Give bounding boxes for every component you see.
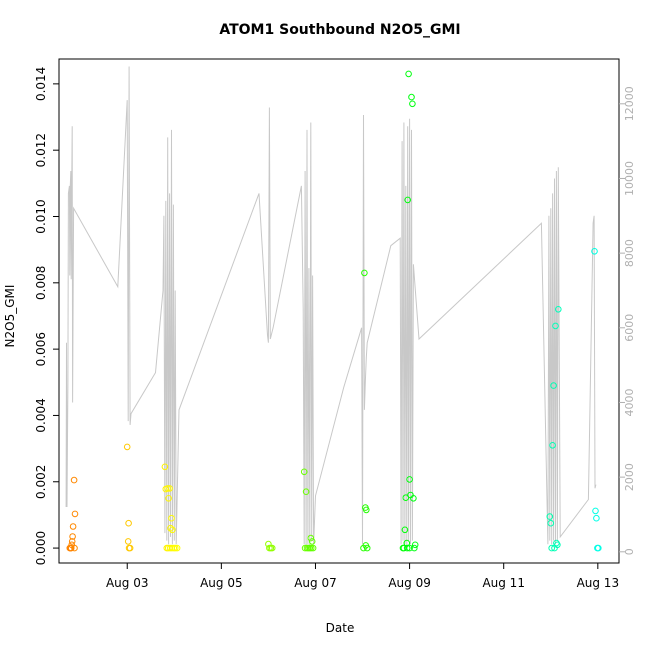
data-point: [124, 538, 132, 545]
data-point: [401, 526, 409, 534]
data-point: [123, 443, 131, 451]
data-point: [126, 544, 134, 552]
x-tick-label: Aug 09: [388, 576, 431, 590]
data-point: [411, 541, 419, 549]
data-point: [402, 494, 410, 502]
data-point: [68, 538, 76, 545]
data-point: [595, 544, 602, 552]
y2-tick-label: 10000: [623, 161, 636, 196]
y2-tick-label: 4000: [623, 388, 636, 416]
n2o5-points-layer: [66, 70, 602, 552]
y-tick-label: 0.000: [34, 531, 48, 565]
data-point: [309, 544, 317, 552]
data-point: [592, 507, 599, 515]
data-point: [165, 495, 172, 502]
data-point: [167, 524, 174, 532]
x-axis-label: Date: [326, 621, 355, 635]
data-point: [403, 539, 411, 547]
y-tick-label: 0.014: [34, 67, 48, 101]
data-point: [547, 519, 555, 527]
plot-frame: [58, 58, 620, 564]
data-point: [550, 382, 557, 389]
y-tick-label: 0.006: [34, 332, 48, 366]
data-point: [171, 544, 179, 552]
data-point: [593, 514, 600, 522]
data-point: [548, 544, 556, 552]
y-axis: 0.000 0.002 0.004 0.006 0.008 0.010 0.012 0.014: [34, 67, 59, 565]
data-point: [555, 306, 562, 313]
data-point: [166, 544, 174, 552]
data-point: [549, 442, 556, 449]
data-point: [71, 510, 79, 518]
data-point: [406, 544, 413, 552]
data-point: [69, 523, 77, 530]
data-point: [161, 463, 169, 471]
y2-tick-label: 6000: [623, 314, 636, 342]
data-point: [404, 196, 412, 204]
data-point: [409, 100, 416, 108]
data-point: [300, 468, 308, 476]
data-point: [546, 513, 554, 520]
data-point: [363, 506, 370, 514]
x-tick-label: Aug 11: [482, 576, 525, 590]
data-point: [362, 542, 370, 549]
y2-axis: 0 2000 4000 6000 8000 10000 12000: [619, 86, 636, 555]
data-point: [70, 476, 78, 484]
data-point: [302, 488, 310, 496]
x-tick-label: Aug 13: [577, 576, 620, 590]
data-point: [307, 544, 315, 552]
y2-tick-label: 2000: [623, 463, 636, 491]
altitude-line-layer: [65, 66, 597, 549]
altitude-series-line: [65, 66, 597, 549]
data-point: [173, 544, 181, 552]
data-point: [307, 534, 315, 542]
x-axis: Aug 03 Aug 05 Aug 07 Aug 09 Aug 11 Aug 13: [106, 563, 619, 590]
data-point: [554, 541, 561, 549]
data-point: [406, 476, 413, 483]
data-point: [552, 322, 559, 330]
y-tick-label: 0.010: [34, 199, 48, 233]
data-point: [591, 248, 598, 255]
y2-tick-label: 0: [623, 548, 636, 555]
data-point: [169, 526, 176, 534]
y2-tick-label: 8000: [623, 239, 636, 267]
y2-tick-label: 12000: [623, 86, 636, 121]
data-point: [164, 485, 171, 492]
y-axis-label: N2O5_GMI: [3, 285, 17, 348]
data-point: [411, 544, 418, 552]
data-point: [403, 544, 411, 552]
data-point: [166, 485, 173, 492]
data-point: [71, 544, 78, 552]
data-point: [405, 70, 412, 78]
data-point: [69, 533, 76, 540]
y-tick-label: 0.002: [34, 465, 48, 499]
chart-title: ATOM1 Southbound N2O5_GMI: [219, 22, 460, 38]
x-tick-label: Aug 05: [200, 576, 243, 590]
y-tick-label: 0.008: [34, 266, 48, 300]
data-point: [67, 544, 75, 552]
data-point: [168, 514, 175, 522]
data-point: [308, 538, 316, 545]
x-tick-label: Aug 07: [294, 576, 337, 590]
data-point: [408, 93, 415, 101]
y-tick-label: 0.004: [34, 398, 48, 432]
data-point: [125, 519, 132, 527]
data-point: [410, 495, 417, 502]
x-tick-label: Aug 03: [106, 576, 149, 590]
data-point: [361, 269, 368, 277]
data-point: [268, 544, 276, 552]
y-tick-label: 0.012: [34, 133, 48, 167]
